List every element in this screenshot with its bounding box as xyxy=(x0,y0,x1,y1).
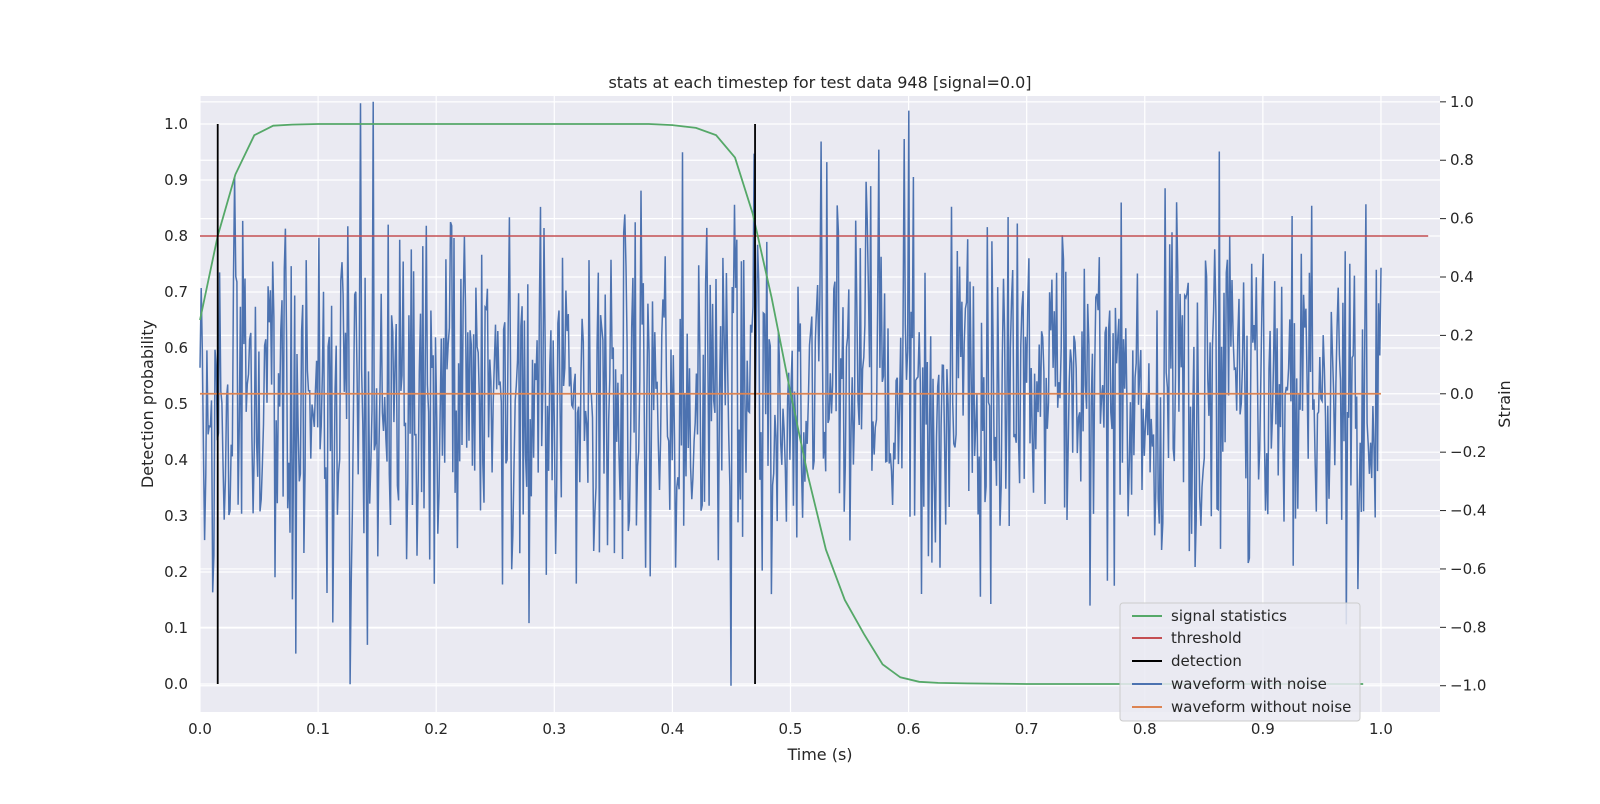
x-tick-label: 0.0 xyxy=(188,720,212,738)
chart-title: stats at each timestep for test data 948… xyxy=(608,73,1031,92)
signal-statistics-line xyxy=(199,123,1364,685)
y-axis-right-label: Strain xyxy=(1495,380,1514,427)
x-axis-label: Time (s) xyxy=(786,745,852,764)
legend-label-noisy: waveform with noise xyxy=(1171,675,1327,693)
y-right-tick-label: −0.6 xyxy=(1450,560,1486,578)
y-left-tick-label: 0.2 xyxy=(164,563,188,581)
legend: signal statistics threshold detection wa… xyxy=(1119,602,1361,722)
y-right-tick-label: −0.4 xyxy=(1450,502,1486,520)
y-left-tick-label: 0.9 xyxy=(164,171,188,189)
y-left-tick-label: 0.6 xyxy=(164,339,188,357)
y-left-tick-label: 0.7 xyxy=(164,283,188,301)
x-tick-label: 0.6 xyxy=(897,720,921,738)
y-right-tick-label: −0.8 xyxy=(1450,618,1486,636)
x-tick-label: 0.9 xyxy=(1251,720,1275,738)
y-axis-left-label: Detection probability xyxy=(138,320,157,488)
y-left-tick-label: 0.8 xyxy=(164,227,188,245)
legend-label-detection: detection xyxy=(1171,652,1242,670)
y-right-tick-label: 0.0 xyxy=(1450,385,1474,403)
legend-label-clean: waveform without noise xyxy=(1171,698,1351,716)
y-right-tick-label: −1.0 xyxy=(1450,677,1486,695)
y-left-tick-label: 0.4 xyxy=(164,451,188,469)
y-left-tick-label: 0.5 xyxy=(164,395,188,413)
x-tick-label: 0.7 xyxy=(1015,720,1039,738)
axes-layer: 0.0 0.1 0.2 0.3 0.4 0.5 0.6 0.7 0.8 0.9 1.0 0.0 0.1 0… xyxy=(164,93,1486,738)
legend-label-threshold: threshold xyxy=(1171,629,1242,647)
y-right-tick-label: 0.2 xyxy=(1450,326,1474,344)
y-right-tick-label: 0.6 xyxy=(1450,210,1474,228)
x-tick-label: 1.0 xyxy=(1369,720,1393,738)
legend-box xyxy=(1119,602,1361,722)
y-right-tick-label: 0.4 xyxy=(1450,268,1474,286)
x-tick-label: 0.2 xyxy=(424,720,448,738)
x-tick-label: 0.3 xyxy=(542,720,566,738)
waveform-with-noise-line xyxy=(199,101,1382,686)
legend-label-signal: signal statistics xyxy=(1171,607,1287,625)
series-layer xyxy=(199,101,1429,686)
y-right-tick-label: −0.2 xyxy=(1450,443,1486,461)
x-tick-label: 0.4 xyxy=(660,720,684,738)
x-tick-label: 0.5 xyxy=(779,720,803,738)
x-tick-label: 0.1 xyxy=(306,720,330,738)
y-left-tick-label: 0.0 xyxy=(164,675,188,693)
y-right-tick-label: 0.8 xyxy=(1450,151,1474,169)
y-left-tick-label: 0.3 xyxy=(164,507,188,525)
x-tick-label: 0.8 xyxy=(1133,720,1157,738)
y-right-tick-label: 1.0 xyxy=(1450,93,1474,111)
y-left-tick-label: 1.0 xyxy=(164,115,188,133)
y-left-tick-label: 0.1 xyxy=(164,619,188,637)
